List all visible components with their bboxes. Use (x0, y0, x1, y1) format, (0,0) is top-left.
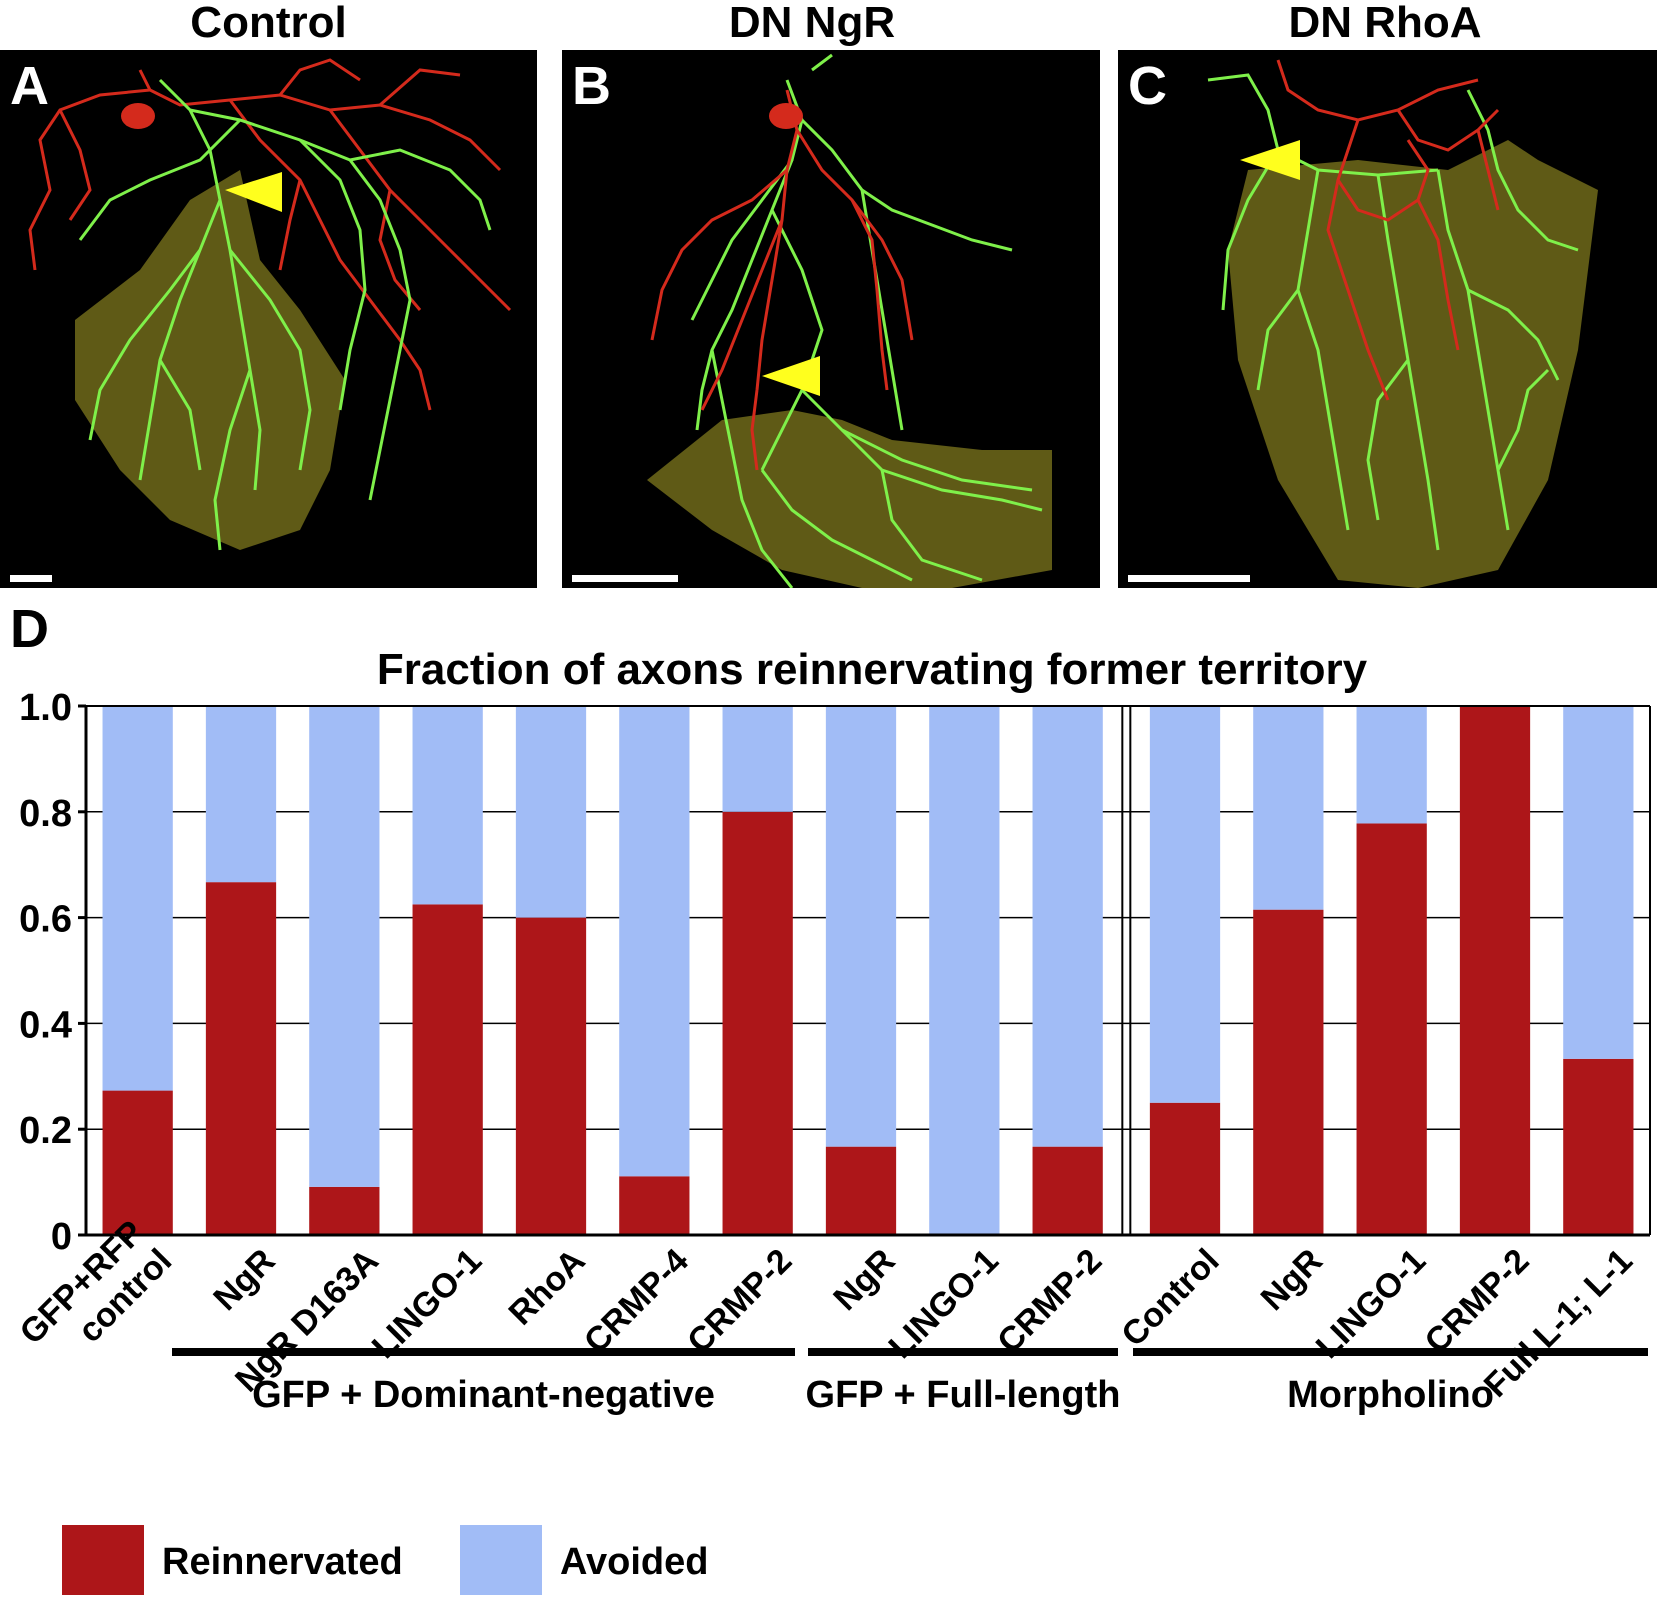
arrowhead (225, 172, 282, 212)
x-tick-label-line: CRMP-4 (577, 1242, 696, 1361)
x-tick-label-line: NgR (1254, 1242, 1330, 1318)
cell-body (121, 103, 155, 129)
legend-label: Avoided (560, 1541, 709, 1583)
legend-swatch (460, 1525, 542, 1595)
panel-c-title: DN RhoA (1288, 0, 1482, 47)
bar-reinnervated (205, 882, 277, 1235)
bar-reinnervated (1253, 909, 1324, 1235)
bar-avoided (1032, 706, 1103, 1147)
chart-title: Fraction of axons reinnervating former t… (377, 645, 1368, 694)
panel-c-letter: C (1128, 56, 1167, 116)
panel-c-image: C (1118, 50, 1657, 588)
bar-reinnervated (619, 1176, 690, 1235)
bar-reinnervated (825, 1146, 897, 1235)
bar-avoided (515, 706, 587, 918)
bar-avoided (309, 706, 380, 1187)
x-tick-label-line: RhoA (502, 1242, 593, 1333)
y-tick-label: 0.8 (19, 793, 72, 835)
x-tick-label: CRMP-2 (680, 1242, 799, 1361)
x-tick-label-line: NgR (826, 1242, 902, 1318)
scale-bar (10, 575, 52, 582)
arrowhead (1240, 140, 1300, 180)
bar-avoided (1253, 706, 1324, 910)
territory-region (75, 170, 345, 550)
bar-reinnervated (412, 904, 483, 1235)
x-tick-label: LINGO-1 (1309, 1242, 1433, 1366)
bar-reinnervated (722, 811, 793, 1235)
panel-b-title: DN NgR (728, 0, 896, 47)
y-tick-label: 0.4 (19, 1004, 72, 1046)
x-tick-label: NgR (1254, 1242, 1330, 1318)
panel-d-letter: D (10, 599, 49, 659)
bar-avoided (1149, 706, 1221, 1103)
y-tick-label: 0.2 (19, 1110, 72, 1152)
bar-avoided (929, 706, 1000, 1235)
bar-reinnervated (102, 1090, 173, 1235)
x-tick-label-line: CRMP-2 (990, 1242, 1109, 1361)
x-tick-label-line: CRMP-2 (680, 1242, 799, 1361)
scale-bar (1128, 575, 1250, 582)
panel-a-letter: A (10, 56, 49, 116)
bar-reinnervated (1149, 1102, 1221, 1235)
y-tick-label: 1.0 (19, 687, 72, 729)
bar-reinnervated (1032, 1146, 1103, 1235)
bar-avoided (619, 706, 690, 1177)
red-axon-arbor (650, 89, 914, 471)
bar-avoided (722, 706, 793, 812)
x-tick-label-line: LINGO-1 (1309, 1242, 1433, 1366)
green-axon-arbor (1207, 73, 1579, 551)
x-tick-label: NgR (206, 1242, 282, 1318)
panel-a-image: A (0, 50, 537, 588)
arrowhead (762, 356, 820, 396)
bar-avoided (102, 706, 173, 1091)
bar-reinnervated (309, 1186, 380, 1235)
stacked-bar-chart: D Fraction of axons reinnervating former… (10, 599, 1651, 1595)
bar-avoided (412, 706, 483, 905)
x-tick-label-line: LINGO-1 (365, 1242, 489, 1366)
group-label: GFP + Dominant-negative (252, 1374, 715, 1416)
territory-region (647, 410, 1052, 588)
bar-avoided (205, 706, 277, 883)
x-tick-label-line: NgR (206, 1242, 282, 1318)
territory-region (1228, 140, 1598, 588)
panel-b-letter: B (572, 56, 611, 116)
legend-swatch (62, 1525, 144, 1595)
legend-label: Reinnervated (162, 1541, 403, 1583)
cell-body (769, 103, 803, 129)
x-tick-label: CRMP-4 (577, 1242, 696, 1361)
bar-reinnervated (1459, 706, 1531, 1235)
group-label: Morpholino (1287, 1374, 1494, 1416)
x-tick-label: Control (1114, 1242, 1226, 1354)
scale-bar (572, 575, 678, 582)
bar-reinnervated (1563, 1058, 1634, 1235)
y-tick-label: 0.6 (19, 899, 72, 941)
x-tick-label: NgR (826, 1242, 902, 1318)
x-tick-label-line: LINGO-1 (882, 1242, 1006, 1366)
y-tick-label: 0 (51, 1216, 72, 1258)
red-axon-arbor (28, 58, 512, 411)
panel-a-title: Control (190, 0, 347, 47)
panel-b-image: B (562, 50, 1100, 588)
red-axon-arbor (1276, 59, 1500, 401)
x-tick-label-line: Control (1114, 1242, 1226, 1354)
x-tick-label: LINGO-1 (882, 1242, 1006, 1366)
bar-avoided (1356, 706, 1427, 824)
x-tick-label: RhoA (502, 1242, 593, 1333)
bar-reinnervated (1356, 823, 1427, 1235)
bar-avoided (825, 706, 897, 1147)
x-tick-label: CRMP-2 (990, 1242, 1109, 1361)
bar-reinnervated (515, 917, 587, 1235)
bar-avoided (1563, 706, 1634, 1059)
x-tick-label: LINGO-1 (365, 1242, 489, 1366)
group-label: GFP + Full-length (806, 1374, 1121, 1416)
green-axon-arbor (78, 78, 492, 551)
